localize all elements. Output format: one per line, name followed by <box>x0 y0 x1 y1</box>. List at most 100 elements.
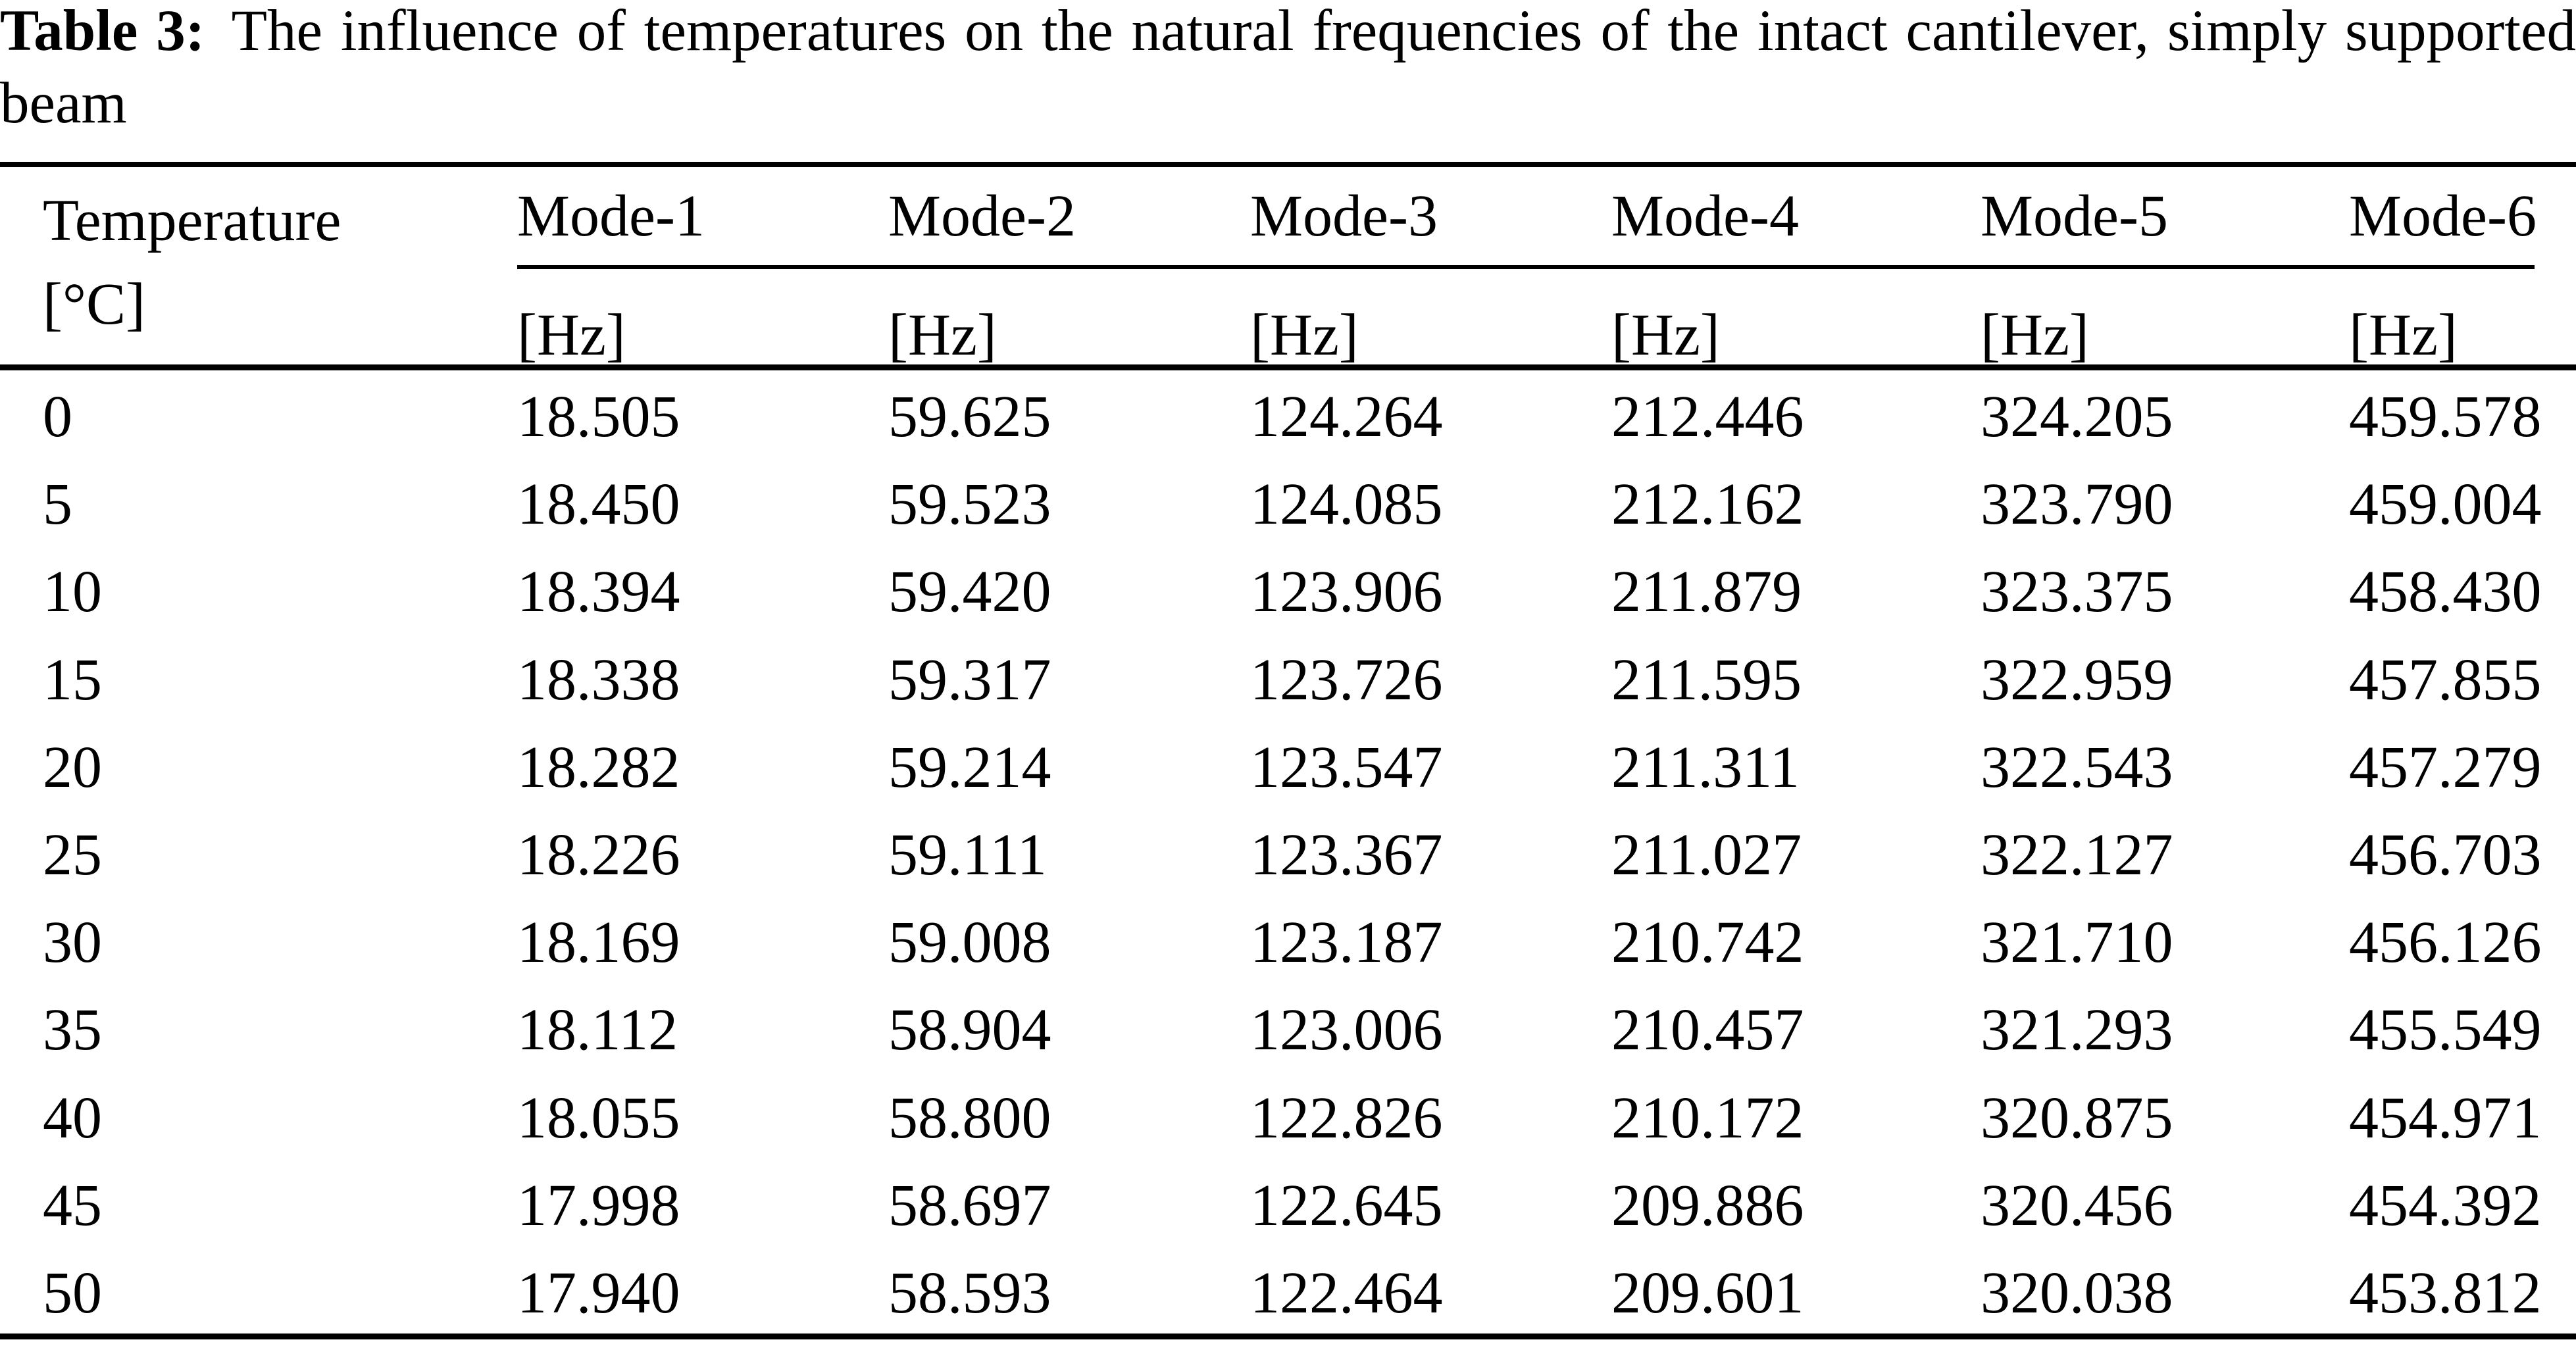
mode-header-row: Mode-1 Mode-2 Mode-3 Mode-4 Mode-5 Mode-… <box>0 167 2576 265</box>
table-cell: 124.264 <box>1250 384 1443 449</box>
table-cell: 322.959 <box>1981 647 2173 712</box>
table-cell: 123.906 <box>1250 559 1443 625</box>
table-cell: 453.812 <box>2349 1260 2542 1326</box>
column-header-mode-3: Mode-3 <box>1250 184 1438 249</box>
table-body: 0 18.505 59.625 124.264 212.446 324.205 … <box>0 370 2576 1337</box>
table-cell: 123.367 <box>1250 822 1443 887</box>
unit-header-mode-5: [Hz] <box>1981 303 2089 368</box>
table-cell: 458.430 <box>2349 559 2542 625</box>
table-caption-label: Table 3: <box>0 0 205 63</box>
table-cell-temperature: 20 <box>43 734 102 800</box>
table-cell-temperature: 10 <box>43 559 102 625</box>
column-header-temperature: Temperature [°C] <box>43 167 341 346</box>
table-cell: 58.904 <box>888 997 1051 1063</box>
unit-header-mode-1: [Hz] <box>517 303 626 368</box>
table-cell-temperature: 0 <box>43 384 72 449</box>
table-cell: 18.112 <box>517 997 678 1063</box>
unit-header-mode-3: [Hz] <box>1250 303 1359 368</box>
column-header-mode-4: Mode-4 <box>1611 184 1799 249</box>
table-cell: 58.800 <box>888 1085 1051 1151</box>
table-cell: 324.205 <box>1981 384 2173 449</box>
table-header: Temperature [°C] Mode-1 Mode-2 Mode-3 Mo… <box>0 167 2576 368</box>
table-cell: 211.595 <box>1611 647 1802 712</box>
table-cell: 211.027 <box>1611 822 1802 887</box>
table-cell: 18.394 <box>517 559 680 625</box>
table-cell: 124.085 <box>1250 472 1443 537</box>
table-cell: 18.338 <box>517 647 680 712</box>
table-cell: 320.875 <box>1981 1085 2173 1151</box>
table-bottom-rule <box>0 1334 2576 1340</box>
unit-header-mode-6: [Hz] <box>2349 303 2458 368</box>
table-cell: 123.187 <box>1250 910 1443 976</box>
table-cell: 210.742 <box>1611 910 1804 976</box>
table-cell: 454.392 <box>2349 1172 2542 1238</box>
table-cell: 122.645 <box>1250 1172 1443 1238</box>
table-cell: 459.004 <box>2349 472 2542 537</box>
table-cell: 455.549 <box>2349 997 2542 1063</box>
column-header-mode-1: Mode-1 <box>517 184 705 249</box>
table-cell: 211.879 <box>1611 559 1802 625</box>
column-header-mode-6: Mode-6 <box>2349 184 2537 249</box>
table-header-rule <box>0 364 2576 370</box>
table-cell: 59.317 <box>888 647 1051 712</box>
table-cell: 123.006 <box>1250 997 1443 1063</box>
table-cell: 212.446 <box>1611 384 1804 449</box>
table-caption: Table 3: The influence of temperatures o… <box>0 0 2576 139</box>
table-cell: 209.601 <box>1611 1260 1804 1326</box>
temperature-header-title: Temperature <box>43 188 341 253</box>
table-cell: 459.578 <box>2349 384 2542 449</box>
table-cell: 211.311 <box>1611 734 1800 800</box>
column-header-mode-2: Mode-2 <box>888 184 1076 249</box>
table-cell: 17.998 <box>517 1172 680 1238</box>
table-cell-temperature: 35 <box>43 997 102 1063</box>
table-cell: 323.375 <box>1981 559 2173 625</box>
table-cell: 58.697 <box>888 1172 1051 1238</box>
table-cell-temperature: 30 <box>43 910 102 976</box>
column-header-mode-5: Mode-5 <box>1981 184 2168 249</box>
table-cell: 323.790 <box>1981 472 2173 537</box>
table-top-rule <box>0 162 2576 167</box>
table-cell: 18.226 <box>517 822 680 887</box>
table-cell: 122.826 <box>1250 1085 1443 1151</box>
table-cell: 212.162 <box>1611 472 1804 537</box>
table-cell: 17.940 <box>517 1260 680 1326</box>
table-cell: 18.169 <box>517 910 680 976</box>
table-cell: 123.726 <box>1250 647 1443 712</box>
table-cell: 18.505 <box>517 384 680 449</box>
table-cell: 122.464 <box>1250 1260 1443 1326</box>
table-cell-temperature: 25 <box>43 822 102 887</box>
unit-header-mode-2: [Hz] <box>888 303 997 368</box>
temperature-header-unit: [°C] <box>43 272 145 337</box>
table-cell: 457.279 <box>2349 734 2542 800</box>
table-cell-temperature: 45 <box>43 1172 102 1238</box>
table-cell: 210.457 <box>1611 997 1804 1063</box>
table-cell: 59.420 <box>888 559 1051 625</box>
table-cell: 18.055 <box>517 1085 680 1151</box>
table-cell: 18.450 <box>517 472 680 537</box>
table-cell: 123.547 <box>1250 734 1443 800</box>
table-cell: 58.593 <box>888 1260 1051 1326</box>
table-cell: 456.126 <box>2349 910 2542 976</box>
table-cell: 59.523 <box>888 472 1051 537</box>
table-cell: 321.293 <box>1981 997 2173 1063</box>
table-cell-temperature: 15 <box>43 647 102 712</box>
table-cell: 456.703 <box>2349 822 2542 887</box>
mode-header-underline-rule <box>517 265 2535 269</box>
table-cell-temperature: 50 <box>43 1260 102 1326</box>
table-caption-text: The influence of temperatures on the nat… <box>0 0 2576 136</box>
table-cell: 209.886 <box>1611 1172 1804 1238</box>
table-cell: 18.282 <box>517 734 680 800</box>
table-cell: 59.214 <box>888 734 1051 800</box>
table-cell: 322.127 <box>1981 822 2173 887</box>
table-cell: 320.456 <box>1981 1172 2173 1238</box>
table-cell-temperature: 40 <box>43 1085 102 1151</box>
table-cell: 322.543 <box>1981 734 2173 800</box>
unit-header-mode-4: [Hz] <box>1611 303 1720 368</box>
table-cell: 454.971 <box>2349 1085 2542 1151</box>
table-cell: 210.172 <box>1611 1085 1804 1151</box>
unit-header-row: [Hz] [Hz] [Hz] [Hz] [Hz] [Hz] <box>0 269 2576 368</box>
table-cell: 59.008 <box>888 910 1051 976</box>
table-cell: 59.625 <box>888 384 1051 449</box>
table-cell-temperature: 5 <box>43 472 72 537</box>
